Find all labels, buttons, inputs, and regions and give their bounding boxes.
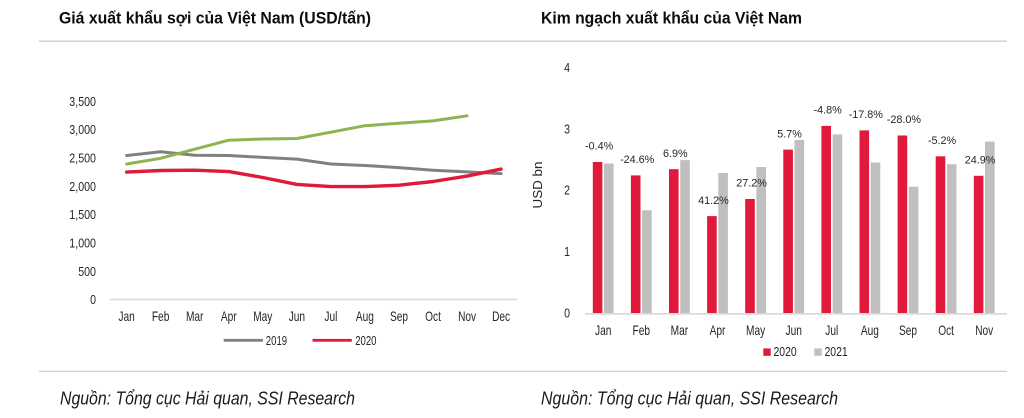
svg-text:3: 3	[564, 121, 570, 136]
svg-text:Nguồn: Tổng cục Hải quan, SSI: Nguồn: Tổng cục Hải quan, SSI Research	[541, 389, 838, 409]
svg-text:Nguồn: Tổng cục Hải quan, SSI: Nguồn: Tổng cục Hải quan, SSI Research	[60, 389, 355, 409]
svg-text:Aug: Aug	[356, 308, 374, 324]
svg-text:Sep: Sep	[390, 308, 408, 324]
svg-text:Jul: Jul	[825, 322, 838, 338]
svg-text:3,500: 3,500	[69, 94, 96, 109]
svg-text:Kim ngạch xuất khẩu của Việt N: Kim ngạch xuất khẩu của Việt Nam	[541, 8, 802, 27]
svg-text:-4.8%: -4.8%	[814, 105, 843, 117]
svg-text:Apr: Apr	[710, 322, 726, 338]
svg-text:27.2%: 27.2%	[736, 178, 767, 190]
svg-text:2,500: 2,500	[69, 151, 96, 166]
svg-text:May: May	[253, 308, 272, 324]
svg-text:41.2%: 41.2%	[698, 195, 729, 207]
svg-text:-5.2%: -5.2%	[928, 135, 957, 147]
svg-text:2020: 2020	[355, 333, 376, 348]
svg-text:-28.0%: -28.0%	[887, 114, 922, 126]
svg-text:Oct: Oct	[425, 308, 441, 324]
svg-text:2021: 2021	[825, 344, 848, 359]
svg-text:500: 500	[78, 264, 96, 279]
svg-text:2,000: 2,000	[69, 179, 96, 194]
svg-text:Jan: Jan	[118, 308, 134, 324]
svg-text:6.9%: 6.9%	[663, 148, 688, 160]
svg-text:-24.6%: -24.6%	[620, 154, 655, 166]
svg-text:Jul: Jul	[324, 308, 337, 324]
svg-text:Mar: Mar	[671, 322, 689, 338]
svg-text:Mar: Mar	[186, 308, 204, 324]
svg-text:May: May	[746, 322, 765, 338]
svg-text:Dec: Dec	[492, 308, 510, 324]
svg-text:1,000: 1,000	[69, 236, 96, 251]
svg-text:-0.4%: -0.4%	[585, 141, 614, 153]
svg-text:Jun: Jun	[289, 308, 305, 324]
svg-text:Aug: Aug	[861, 322, 879, 338]
svg-text:2020: 2020	[774, 344, 797, 359]
svg-text:1,500: 1,500	[69, 207, 96, 222]
svg-text:Feb: Feb	[633, 322, 651, 338]
svg-text:-17.8%: -17.8%	[849, 109, 884, 121]
svg-text:Jan: Jan	[595, 322, 611, 338]
svg-text:Oct: Oct	[938, 322, 954, 338]
svg-text:Jun: Jun	[786, 322, 802, 338]
svg-text:USD bn: USD bn	[530, 162, 545, 209]
svg-text:4: 4	[564, 60, 570, 75]
svg-text:0: 0	[90, 292, 96, 307]
svg-text:24.9%: 24.9%	[965, 155, 996, 167]
svg-text:Nov: Nov	[458, 308, 476, 324]
svg-text:5.7%: 5.7%	[777, 128, 802, 140]
svg-text:Sep: Sep	[899, 322, 917, 338]
svg-text:2019: 2019	[266, 333, 287, 348]
svg-text:Feb: Feb	[152, 308, 170, 324]
svg-text:Nov: Nov	[975, 322, 993, 338]
svg-text:Giá xuất khẩu sợi của Việt Nam: Giá xuất khẩu sợi của Việt Nam (USD/tấn)	[59, 8, 371, 27]
svg-text:2: 2	[564, 183, 570, 198]
svg-text:0: 0	[564, 305, 570, 320]
svg-text:3,000: 3,000	[69, 122, 96, 137]
svg-text:Apr: Apr	[221, 308, 237, 324]
svg-text:1: 1	[564, 244, 570, 259]
